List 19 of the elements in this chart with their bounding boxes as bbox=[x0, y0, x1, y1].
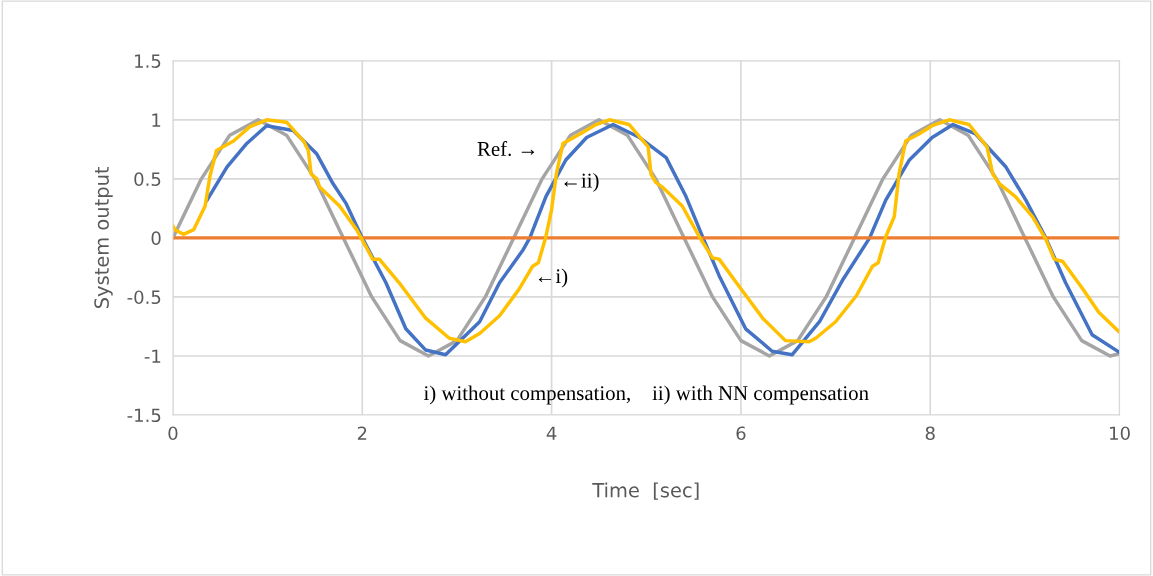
y-tick-label: -1 bbox=[144, 349, 161, 363]
y-tick-label: 0 bbox=[151, 231, 161, 245]
y-tick-label: -0.5 bbox=[127, 290, 161, 305]
y-tick-label: 0.5 bbox=[134, 172, 161, 186]
annotation: ←ii) bbox=[564, 172, 599, 192]
x-tick-label: 0 bbox=[168, 426, 178, 441]
x-tick-label: 10 bbox=[1110, 426, 1130, 441]
annotation: i) without compensation, ii) with NN compensation bbox=[423, 385, 869, 405]
annotation: ←i) bbox=[538, 268, 568, 288]
y-tick-label: -1.5 bbox=[127, 408, 161, 423]
y-axis-title: System output bbox=[94, 166, 113, 309]
x-tick-label: 8 bbox=[925, 426, 935, 441]
x-tick-label: 4 bbox=[546, 426, 557, 440]
x-tick-label: 6 bbox=[736, 426, 746, 441]
y-tick-label: 1 bbox=[152, 113, 161, 127]
annotation: Ref. → bbox=[477, 141, 535, 157]
x-axis-title: Time [sec] bbox=[592, 482, 699, 500]
y-tick-label: 1.5 bbox=[135, 54, 161, 68]
x-tick-label: 2 bbox=[357, 426, 367, 440]
